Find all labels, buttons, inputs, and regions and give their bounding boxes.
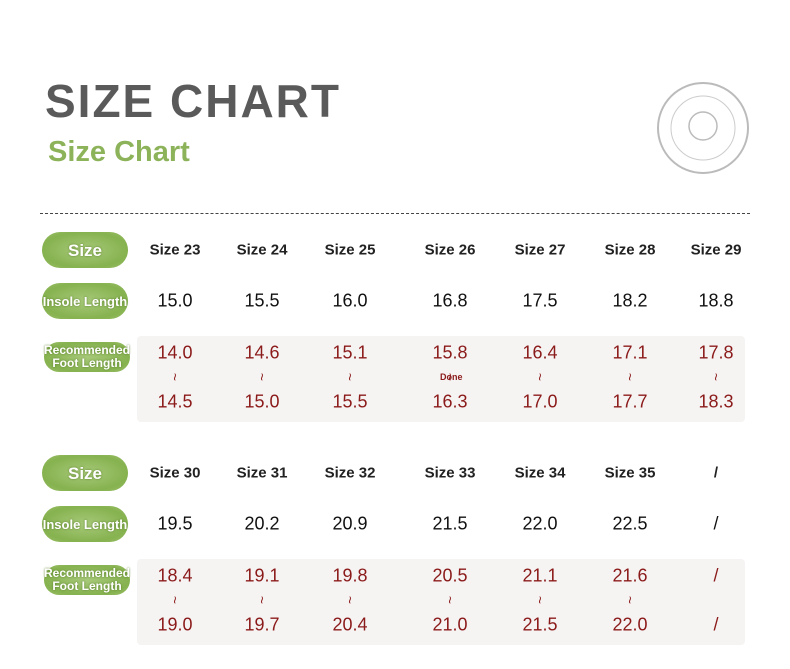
- size-value: Size 26: [424, 241, 476, 259]
- insole-value: 15.5: [244, 290, 280, 311]
- foot-min: 21.6: [612, 565, 648, 586]
- foot-min: 14.0: [157, 342, 193, 363]
- foot-label: Recommended Foot Length: [43, 565, 131, 595]
- size-value: Size 25: [324, 241, 376, 259]
- foot-max: /: [713, 614, 719, 635]
- range-separator: ~: [590, 369, 670, 385]
- separator-glyph: ~: [622, 372, 638, 382]
- insole-value: 15.0: [157, 290, 193, 311]
- foot-max: 22.0: [612, 614, 648, 635]
- range-separator: ~: [500, 369, 580, 385]
- foot-max: 18.3: [698, 391, 734, 412]
- size-value: Size 34: [514, 464, 566, 482]
- insole-value: 16.0: [332, 290, 368, 311]
- foot-min: 17.1: [612, 342, 648, 363]
- insole-label: Insole Length: [42, 283, 128, 319]
- size-value: Size 29: [690, 241, 742, 259]
- size-value: Size 35: [604, 464, 656, 482]
- insole-value: 16.8: [432, 290, 468, 311]
- range-separator: ~: [676, 369, 756, 385]
- insole-value: 22.5: [612, 513, 648, 534]
- foot-min: 19.8: [332, 565, 368, 586]
- size-label: Size: [42, 232, 128, 268]
- insole-value: 22.0: [522, 513, 558, 534]
- foot-min: 21.1: [522, 565, 558, 586]
- foot-max: 17.7: [612, 391, 648, 412]
- insole-label: Insole Length: [42, 506, 128, 542]
- separator-glyph: ~: [167, 372, 183, 382]
- separator-glyph: ~: [342, 372, 358, 382]
- foot-max: 14.5: [157, 391, 193, 412]
- insole-value: 19.5: [157, 513, 193, 534]
- insole-value: 20.9: [332, 513, 368, 534]
- foot-max: 20.4: [332, 614, 368, 635]
- insole-value: 18.8: [698, 290, 734, 311]
- range-separator: ~: [410, 592, 490, 608]
- foot-min: /: [713, 565, 719, 586]
- foot-max: 19.0: [157, 614, 193, 635]
- divider: [40, 213, 750, 214]
- separator-glyph: ~: [254, 595, 270, 605]
- range-separator: ~: [222, 369, 302, 385]
- size-value: /: [713, 464, 719, 482]
- subtitle: Size Chart: [48, 136, 190, 168]
- foot-max: 15.5: [332, 391, 368, 412]
- title: SIZE CHART: [45, 75, 341, 127]
- foot-max: 21.0: [432, 614, 468, 635]
- insole-value: 17.5: [522, 290, 558, 311]
- foot-min: 20.5: [432, 565, 468, 586]
- separator-glyph: ~: [254, 372, 270, 382]
- size-value: Size 32: [324, 464, 376, 482]
- range-separator: ~: [590, 592, 670, 608]
- range-separator: ~: [500, 592, 580, 608]
- separator-glyph: ~: [167, 595, 183, 605]
- foot-min: 18.4: [157, 565, 193, 586]
- foot-max: 15.0: [244, 391, 280, 412]
- foot-max: 16.3: [432, 391, 468, 412]
- foot-min: 15.8: [432, 342, 468, 363]
- size-value: Size 33: [424, 464, 476, 482]
- foot-min: 19.1: [244, 565, 280, 586]
- insole-value: /: [713, 513, 719, 534]
- foot-min: 15.1: [332, 342, 368, 363]
- size-value: Size 27: [514, 241, 566, 259]
- size-value: Size 24: [236, 241, 288, 259]
- foot-max: 17.0: [522, 391, 558, 412]
- separator-glyph: ~: [442, 595, 458, 605]
- row-background: [137, 336, 745, 422]
- foot-max: 19.7: [244, 614, 280, 635]
- separator-glyph: ~: [532, 595, 548, 605]
- separator-glyph: ~: [708, 372, 724, 382]
- range-separator: ~: [135, 592, 215, 608]
- separator-glyph: ~: [622, 595, 638, 605]
- size-value: Size 23: [149, 241, 201, 259]
- foot-label: Recommended Foot Length: [43, 342, 131, 372]
- range-separator: ~: [135, 369, 215, 385]
- foot-min: 14.6: [244, 342, 280, 363]
- insole-value: 18.2: [612, 290, 648, 311]
- separator-glyph: ~: [532, 372, 548, 382]
- foot-min: 17.8: [698, 342, 734, 363]
- foot-max: 21.5: [522, 614, 558, 635]
- foot-min: 16.4: [522, 342, 558, 363]
- size-value: Size 28: [604, 241, 656, 259]
- range-separator: ~: [310, 592, 390, 608]
- range-separator: ~: [222, 592, 302, 608]
- size-label: Size: [42, 455, 128, 491]
- size-value: Size 31: [236, 464, 288, 482]
- insole-value: 21.5: [432, 513, 468, 534]
- note: Done: [440, 372, 463, 382]
- stamp: [657, 82, 749, 174]
- insole-value: 20.2: [244, 513, 280, 534]
- range-separator: ~: [310, 369, 390, 385]
- row-background: [137, 559, 745, 645]
- separator-glyph: ~: [342, 595, 358, 605]
- size-value: Size 30: [149, 464, 201, 482]
